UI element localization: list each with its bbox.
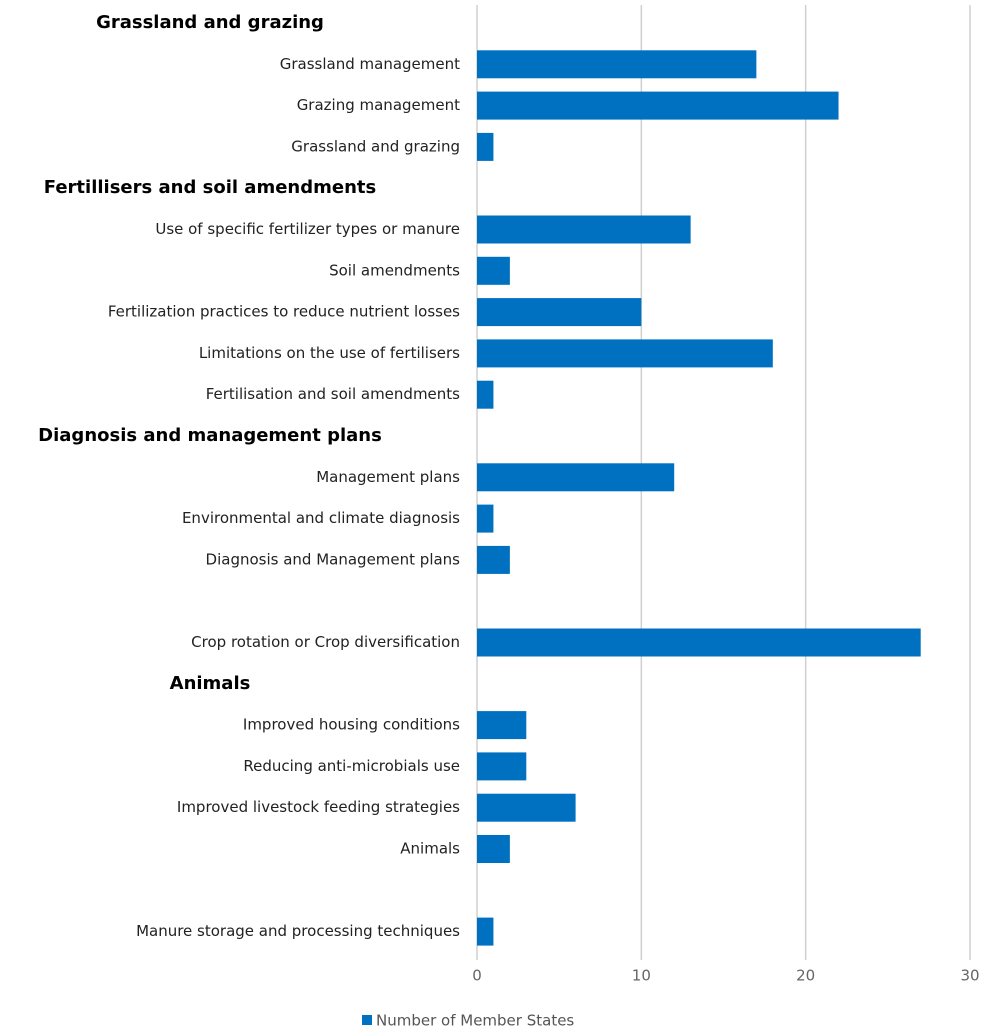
bar — [477, 298, 642, 327]
group-header: Fertillisers and soil amendments — [44, 177, 376, 198]
bar — [477, 628, 921, 657]
bar — [477, 339, 773, 368]
y-tick-label: Reducing anti-microbials use — [243, 757, 460, 775]
group-header: Grassland and grazing — [96, 12, 324, 33]
bar — [477, 215, 691, 244]
bar — [477, 752, 527, 781]
y-tick-label: Animals — [400, 840, 460, 858]
x-tick-label: 0 — [472, 967, 482, 985]
bar — [477, 463, 675, 492]
bar — [477, 835, 510, 863]
y-tick-label: Grassland management — [280, 55, 460, 73]
y-tick-label: Grassland and grazing — [291, 137, 460, 155]
legend-swatch — [362, 1015, 372, 1025]
y-tick-label: Use of specific fertilizer types or manu… — [155, 220, 460, 238]
y-tick-label: Crop rotation or Crop diversification — [191, 633, 460, 651]
group-header: Animals — [170, 673, 251, 694]
bar — [477, 504, 494, 533]
bar — [477, 793, 576, 822]
legend-label: Number of Member States — [376, 1012, 574, 1030]
bar — [477, 50, 757, 79]
bar — [477, 711, 527, 740]
bar — [477, 132, 494, 161]
y-tick-label: Fertilisation and soil amendments — [206, 385, 460, 403]
bar — [477, 917, 494, 946]
y-tick-label: Soil amendments — [329, 261, 460, 279]
group-header: Diagnosis and management plans — [38, 425, 382, 446]
x-tick-label: 30 — [960, 967, 979, 985]
y-tick-label: Grazing management — [297, 96, 460, 114]
y-tick-label: Diagnosis and Management plans — [206, 550, 461, 568]
bar — [477, 91, 839, 120]
y-tick-label: Improved housing conditions — [243, 716, 460, 734]
x-tick-label: 10 — [632, 967, 651, 985]
y-tick-label: Environmental and climate diagnosis — [182, 509, 460, 527]
y-tick-label: Limitations on the use of fertilisers — [199, 344, 460, 362]
bar — [477, 256, 510, 285]
y-tick-label: Manure storage and processing techniques — [136, 922, 460, 940]
y-tick-label: Management plans — [316, 468, 460, 486]
bar — [477, 545, 510, 574]
bar — [477, 380, 494, 409]
y-tick-label: Fertilization practices to reduce nutrie… — [108, 303, 460, 321]
x-tick-label: 20 — [796, 967, 815, 985]
y-tick-label: Improved livestock feeding strategies — [177, 798, 460, 816]
